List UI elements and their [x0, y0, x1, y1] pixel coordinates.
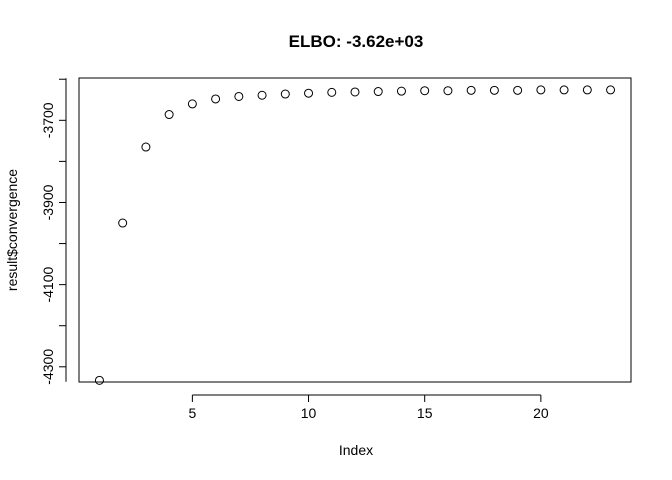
- data-point: [513, 85, 523, 95]
- data-point: [141, 142, 151, 152]
- data-point: [536, 85, 546, 95]
- data-point: [559, 85, 569, 95]
- x-tick-label: 20: [533, 405, 549, 421]
- data-point: [373, 87, 383, 97]
- plot-box: [78, 77, 632, 383]
- x-tick-label: 10: [301, 405, 317, 421]
- data-point: [94, 375, 104, 385]
- data-point: [234, 91, 244, 101]
- y-tick-label: -4100: [40, 267, 56, 303]
- y-axis-label: result$convergence: [4, 169, 20, 291]
- data-point: [327, 87, 337, 97]
- chart-title: ELBO: -3.62e+03: [289, 32, 424, 51]
- data-point: [489, 85, 499, 95]
- y-axis: -4300 -4100 -3900 -3700: [40, 78, 67, 385]
- data-point: [443, 86, 453, 96]
- y-tick-label: -3700: [40, 102, 56, 138]
- y-tick-label: -4300: [40, 349, 56, 385]
- x-axis-label: Index: [339, 442, 373, 458]
- data-point: [164, 110, 174, 120]
- data-points: [94, 85, 616, 385]
- y-tick-label: -3900: [40, 184, 56, 220]
- data-point: [280, 89, 290, 99]
- x-tick-label: 15: [417, 405, 433, 421]
- x-axis: 5 10 15 20: [188, 394, 549, 421]
- data-point: [466, 85, 476, 95]
- data-point: [118, 218, 128, 228]
- data-point: [211, 94, 221, 104]
- data-point: [396, 86, 406, 96]
- data-point: [420, 86, 430, 96]
- x-tick-label: 5: [188, 405, 196, 421]
- data-point: [304, 88, 314, 98]
- data-point: [257, 90, 267, 100]
- data-point: [582, 85, 592, 95]
- data-point: [187, 99, 197, 109]
- data-point: [350, 87, 360, 97]
- data-point: [606, 85, 616, 95]
